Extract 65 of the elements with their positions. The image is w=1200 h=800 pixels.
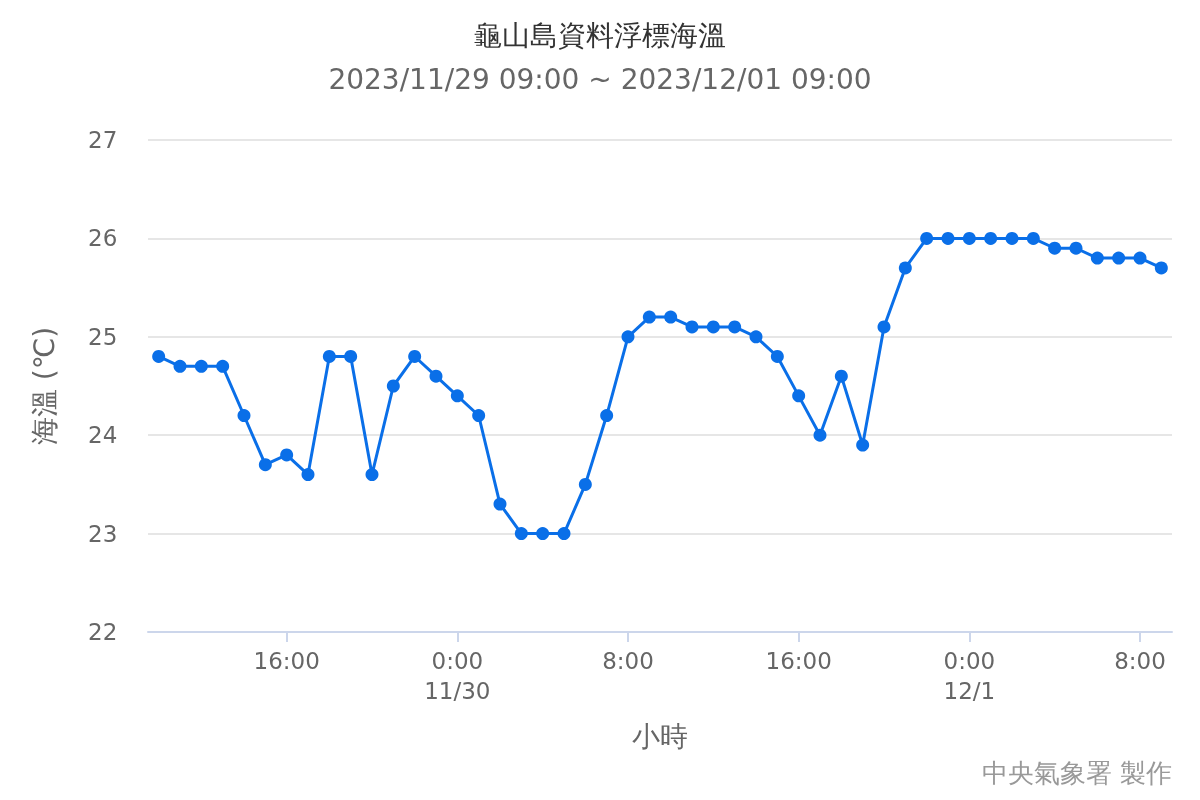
point [941, 231, 955, 245]
point [1048, 241, 1062, 255]
y-tick-label: 22 [88, 619, 118, 645]
point [1026, 231, 1040, 245]
point [301, 468, 315, 482]
chart-title: 龜山島資料浮標海溫 [474, 18, 726, 52]
point [386, 379, 400, 393]
point [770, 349, 784, 363]
x-tick-label: 0:00 11/30 [424, 648, 491, 704]
y-tick-label: 23 [88, 520, 118, 547]
y-tick-label: 25 [88, 323, 118, 350]
point [578, 477, 592, 491]
y-tick-label: 26 [88, 225, 118, 252]
point [834, 369, 848, 383]
y-tick-label: 24 [88, 422, 118, 449]
point [280, 448, 294, 462]
x-tick-label: 8:00 [602, 648, 654, 674]
point [728, 320, 742, 334]
point [536, 527, 550, 541]
point [408, 349, 422, 363]
point [1154, 261, 1168, 275]
y-axis-title: 海溫 (℃) [27, 326, 61, 446]
point [664, 310, 678, 324]
x-axis-title: 小時 [632, 719, 688, 753]
point [493, 497, 507, 511]
point [642, 310, 656, 324]
point [1090, 251, 1104, 265]
point [600, 409, 614, 423]
chart-subtitle: 2023/11/29 09:00 ~ 2023/12/01 09:00 [328, 62, 872, 96]
point [706, 320, 720, 334]
point [621, 330, 635, 344]
x-tick-label: 0:00 12/1 [943, 648, 996, 704]
point [557, 527, 571, 541]
point [365, 468, 379, 482]
point [749, 330, 763, 344]
point [920, 231, 934, 245]
point [429, 369, 443, 383]
point [1069, 241, 1083, 255]
point [258, 458, 272, 472]
point [792, 389, 806, 403]
point [472, 409, 486, 423]
x-tick-label: 16:00 [253, 648, 320, 674]
point [685, 320, 699, 334]
point [344, 349, 358, 363]
point [813, 428, 827, 442]
point [194, 359, 208, 373]
point [237, 409, 251, 423]
point [173, 359, 187, 373]
point [877, 320, 891, 334]
point [962, 231, 976, 245]
point [152, 349, 166, 363]
point [856, 438, 870, 452]
point [322, 349, 336, 363]
point [216, 359, 230, 373]
point [1112, 251, 1126, 265]
text: 中央氣象署 製作 [981, 758, 1172, 788]
point [450, 389, 464, 403]
point [1133, 251, 1147, 265]
y-tick-label: 27 [88, 127, 118, 153]
point [514, 527, 528, 541]
x-tick-label: 8:00 [1114, 648, 1166, 674]
point [898, 261, 912, 275]
point [984, 231, 998, 245]
point [1005, 231, 1019, 245]
x-tick-label: 16:00 [765, 648, 832, 674]
